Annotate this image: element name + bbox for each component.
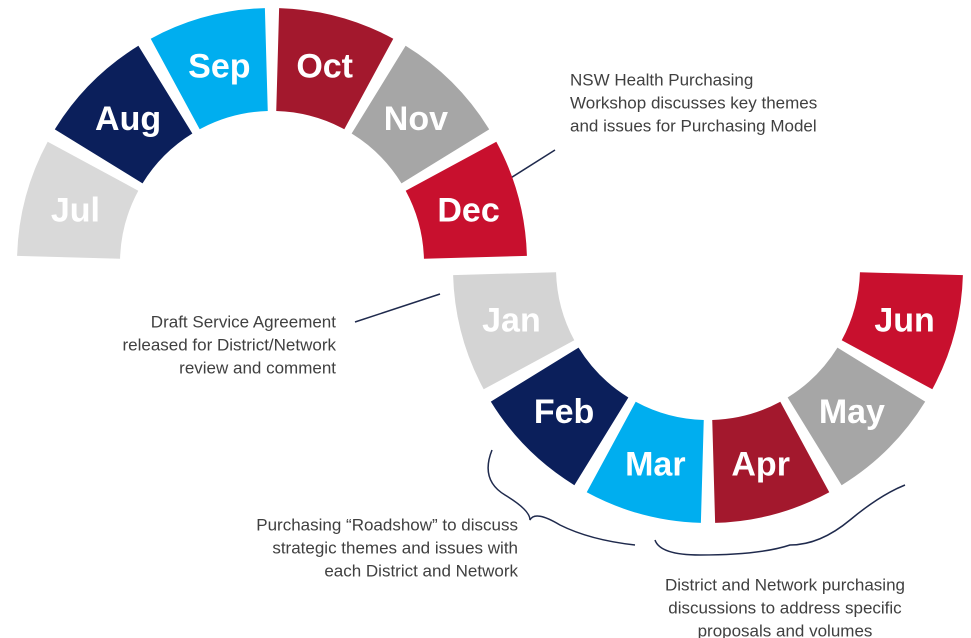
month-label: Jul: [51, 191, 100, 229]
annotation-line: each District and Network: [324, 562, 518, 581]
annotation-line: strategic themes and issues with: [272, 539, 518, 558]
month-label: May: [819, 393, 885, 431]
month-segment: [787, 347, 926, 486]
brace: [487, 449, 636, 546]
month-segment: [841, 272, 963, 390]
month-segment: [405, 141, 527, 259]
month-segment: [586, 401, 704, 523]
annotation: Draft Service Agreement released for Dist…: [122, 313, 336, 378]
month-label: Dec: [437, 191, 499, 229]
month-segment: [712, 401, 830, 523]
annotation-line: discussions to address specific: [668, 599, 902, 618]
annotation-line: and issues for Purchasing Model: [570, 117, 817, 136]
annotation-line: released for District/Network: [122, 336, 336, 355]
month-label: Sep: [188, 47, 250, 85]
month-segment: [351, 45, 490, 184]
annotation-line: Workshop discusses key themes: [570, 94, 817, 113]
month-segment: [453, 272, 575, 390]
month-segment: [150, 8, 268, 130]
month-segment: [276, 8, 394, 130]
annotation: NSW Health Purchasing Workshop discusses …: [570, 71, 817, 136]
month-segment: [54, 45, 193, 184]
month-label: Oct: [296, 47, 353, 85]
month-label: Nov: [384, 100, 448, 138]
month-segment: [17, 141, 139, 259]
month-label: Jan: [482, 302, 541, 340]
month-label: Feb: [534, 393, 594, 431]
annotation-line: Purchasing “Roadshow” to discuss: [256, 516, 518, 535]
month-segment: [490, 347, 629, 486]
annotation-line: proposals and volumes: [698, 622, 873, 638]
connector: [354, 293, 441, 323]
annotation: District and Network purchasing discussio…: [665, 576, 905, 638]
month-label: Apr: [731, 446, 790, 484]
annotation-line: review and comment: [179, 359, 336, 378]
month-label: Mar: [625, 446, 685, 484]
annotation-line: NSW Health Purchasing: [570, 71, 753, 90]
annotation-line: District and Network purchasing: [665, 576, 905, 595]
month-label: Jun: [874, 302, 934, 340]
annotation: Purchasing “Roadshow” to discuss strategi…: [256, 516, 518, 581]
annotation-line: Draft Service Agreement: [151, 313, 336, 332]
month-label: Aug: [95, 100, 161, 138]
brace: [654, 484, 906, 556]
